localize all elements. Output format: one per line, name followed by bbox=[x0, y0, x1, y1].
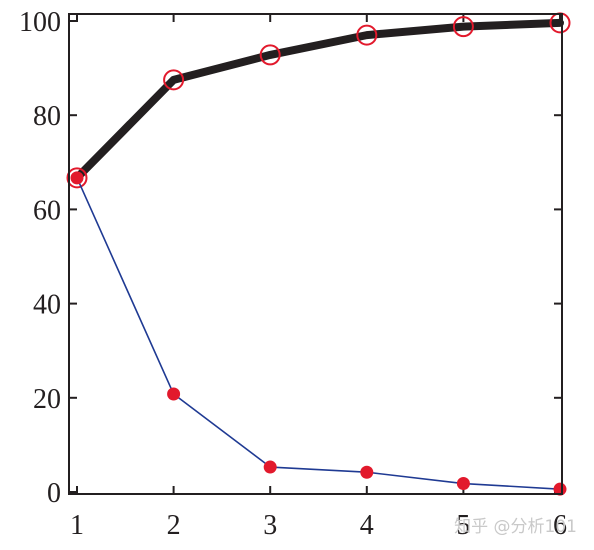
series-2-point bbox=[70, 171, 84, 185]
y-tick-label: 80 bbox=[33, 101, 61, 132]
series-1-point bbox=[452, 16, 474, 38]
series-2-point bbox=[553, 482, 567, 496]
x-tick-label: 1 bbox=[70, 510, 84, 541]
series-line-2 bbox=[76, 177, 561, 490]
series-1-point bbox=[66, 167, 88, 189]
x-tick-label: 4 bbox=[360, 510, 374, 541]
labels-layer: 0 20 40 60 80 100 1 2 3 4 5 6 bbox=[19, 7, 567, 541]
x-tick-label: 6 bbox=[553, 510, 567, 541]
x-tick-label: 3 bbox=[263, 510, 277, 541]
y-tick-label: 20 bbox=[33, 384, 61, 415]
series-1-point bbox=[259, 44, 281, 66]
x-tick-label: 5 bbox=[456, 510, 470, 541]
series-layer bbox=[66, 12, 571, 496]
x-tick-label: 2 bbox=[167, 510, 181, 541]
series-1-point bbox=[163, 69, 185, 91]
y-tick-label: 60 bbox=[33, 195, 61, 226]
series-2-point bbox=[263, 460, 277, 474]
y-tick-label: 100 bbox=[19, 7, 61, 38]
series-2-point bbox=[360, 465, 374, 479]
series-line-1 bbox=[73, 18, 564, 182]
plot-frame bbox=[68, 13, 563, 495]
y-tick-label: 0 bbox=[47, 478, 61, 509]
y-tick-label: 40 bbox=[33, 290, 61, 321]
watermark: 知乎 @分析101 bbox=[454, 517, 577, 537]
ticks-layer bbox=[69, 14, 562, 494]
series-1-point bbox=[356, 24, 378, 46]
series-2-point bbox=[456, 477, 470, 491]
series-2-point bbox=[167, 387, 181, 401]
